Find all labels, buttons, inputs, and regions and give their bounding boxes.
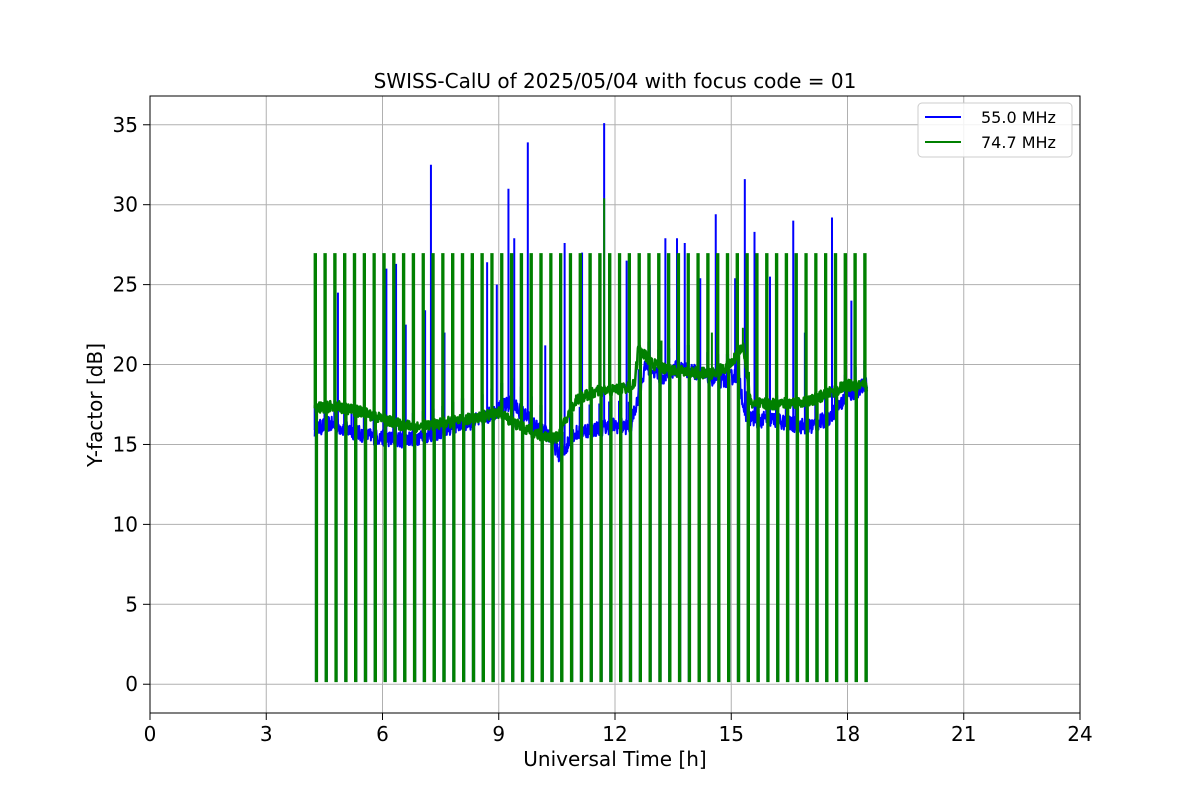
x-axis-label: Universal Time [h] (523, 747, 706, 771)
x-tick-label-4: 12 (602, 722, 627, 746)
pulse-74-7-mhz-30 (608, 253, 613, 683)
pulse-74-7-mhz-40 (706, 253, 711, 683)
pulse-74-7-mhz-14 (451, 253, 456, 683)
x-tick-label-8: 24 (1067, 722, 1092, 746)
pulse-74-7-mhz-21 (519, 253, 525, 683)
series-layer (313, 123, 869, 683)
y-tick-label-3: 15 (113, 432, 138, 456)
pulse-74-7-mhz-11 (421, 253, 427, 683)
pulse-74-7-mhz-38 (686, 253, 692, 683)
pulse-74-7-mhz-46 (765, 253, 770, 683)
chart-title: SWISS-CalU of 2025/05/04 with focus code… (374, 69, 857, 93)
pulse-74-7-mhz-51 (814, 253, 819, 683)
pulse-74-7-mhz-19 (500, 253, 505, 683)
legend: 55.0 MHz 74.7 MHz (917, 102, 1073, 158)
pulse-74-7-mhz-28 (588, 253, 593, 683)
pulse-74-7-mhz-26 (568, 253, 574, 683)
pulse-74-7-mhz-24 (549, 253, 554, 683)
y-tick-label-1: 5 (125, 592, 138, 616)
pulse-74-7-mhz-25 (559, 253, 564, 683)
pulse-74-7-mhz-44 (745, 253, 750, 683)
y-tick-label-5: 25 (113, 273, 138, 297)
pulse-74-7-mhz-47 (774, 253, 780, 683)
pulse-74-7-mhz-18 (490, 253, 495, 683)
pulse-74-7-mhz-31 (617, 253, 623, 683)
pulse-74-7-mhz-39 (696, 253, 701, 683)
pulse-74-7-mhz-16 (470, 253, 476, 683)
pulse-74-7-mhz-50 (804, 253, 809, 683)
x-tick-label-3: 9 (492, 722, 505, 746)
pulse-74-7-mhz-43 (735, 253, 741, 683)
y-tick-label-7: 35 (113, 113, 138, 137)
pulse-74-7-mhz-34 (647, 253, 652, 683)
pulse-74-7-mhz-7 (382, 253, 387, 683)
pulse-74-7-mhz-54 (843, 253, 849, 683)
pulse-74-7-mhz-48 (784, 253, 790, 683)
pulse-74-7-mhz-42 (725, 253, 731, 683)
pulse-74-7-mhz-3 (343, 253, 348, 683)
legend-label-55-mhz: 55.0 MHz (981, 108, 1056, 127)
pulse-74-7-mhz-35 (657, 253, 662, 683)
pulse-74-7-mhz-27 (578, 253, 584, 683)
pulse-74-7-mhz-45 (755, 253, 760, 683)
x-tick-label-6: 18 (835, 722, 860, 746)
x-tick-label-0: 0 (144, 722, 157, 746)
pulse-74-7-mhz-8 (392, 253, 397, 683)
x-tick-label-5: 15 (719, 722, 744, 746)
pulse-74-7-mhz-9 (401, 253, 407, 683)
pulse-74-7-mhz-20 (509, 253, 515, 683)
y-axis: 0 5 10 15 20 25 30 35 (113, 113, 150, 696)
series-74-7-mhz (313, 198, 869, 683)
x-tick-label-1: 3 (260, 722, 273, 746)
pulse-74-7-mhz-1 (323, 253, 328, 683)
pulse-74-7-mhz-36 (666, 253, 672, 683)
pulse-74-7-mhz-37 (676, 253, 682, 683)
pulse-74-7-mhz-13 (441, 253, 446, 683)
pulse-74-7-mhz-4 (352, 253, 358, 683)
legend-label-74-7-mhz: 74.7 MHz (981, 133, 1056, 152)
pulse-74-7-mhz-5 (362, 253, 368, 683)
pulse-74-7-mhz-22 (529, 253, 535, 683)
pulse-74-7-mhz-17 (480, 253, 485, 683)
y-tick-label-2: 10 (113, 512, 138, 536)
y-tick-label-6: 30 (113, 193, 138, 217)
pulse-74-7-mhz-56 (863, 253, 868, 683)
x-axis: 0 3 6 9 12 15 18 21 24 (144, 713, 1093, 746)
pulse-74-7-mhz-10 (411, 253, 417, 683)
x-tick-label-7: 21 (951, 722, 976, 746)
pulse-74-7-mhz-52 (824, 253, 829, 683)
pulse-74-7-mhz-12 (431, 253, 436, 683)
pulse-74-7-mhz-2 (333, 253, 338, 683)
y-tick-label-4: 20 (113, 353, 138, 377)
pulse-74-7-mhz-15 (460, 253, 466, 683)
pulse-74-7-mhz-23 (539, 253, 544, 683)
pulse-74-7-mhz-55 (853, 253, 858, 683)
pulse-74-7-mhz-41 (716, 253, 721, 683)
pulse-74-7-mhz-32 (627, 253, 633, 683)
pulse-74-7-mhz-29 (598, 253, 603, 683)
y-tick-label-0: 0 (125, 672, 138, 696)
pulse-74-7-mhz-6 (372, 253, 377, 683)
pulse-74-7-mhz-49 (794, 253, 800, 683)
pulse-74-7-mhz-0 (313, 253, 319, 683)
pulse-74-7-mhz-53 (833, 253, 839, 683)
x-tick-label-2: 6 (376, 722, 389, 746)
y-axis-label: Y-factor [dB] (83, 343, 107, 468)
pulse-74-7-mhz-33 (637, 253, 642, 683)
